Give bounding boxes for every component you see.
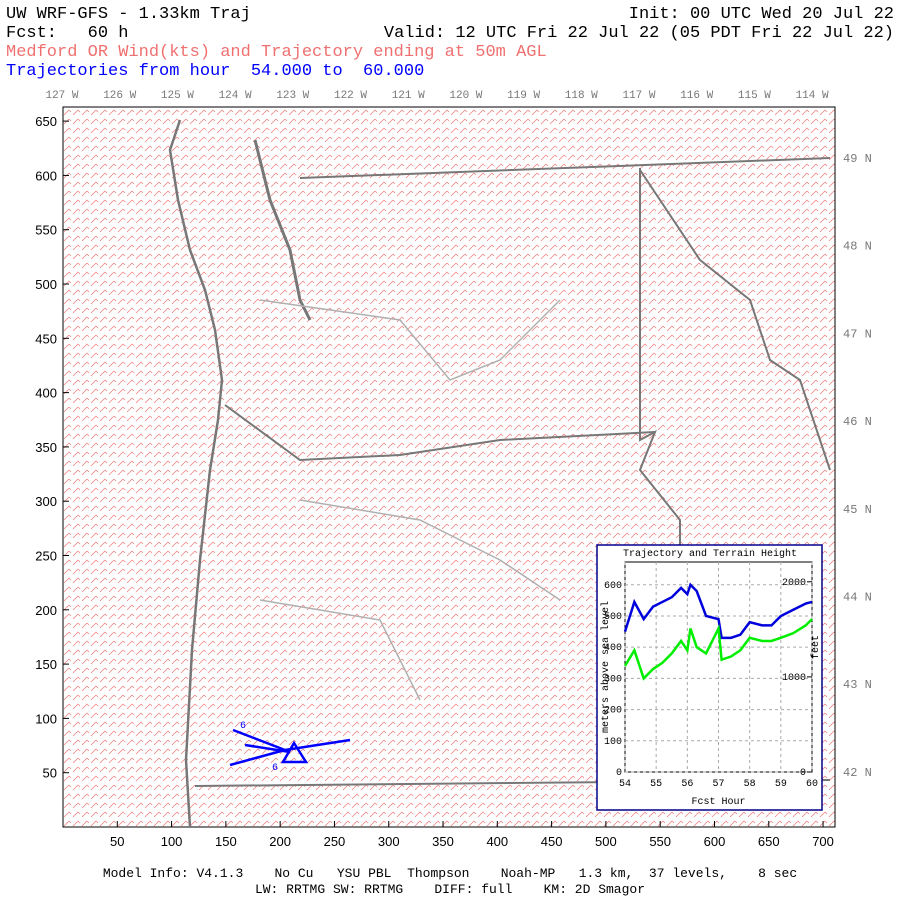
y-tick-label: 200 [604,706,622,717]
longitude-label: 127 W [45,90,78,102]
longitude-label: 125 W [161,90,194,102]
y2-tick-label: 0 [800,768,806,779]
longitude-label: 116 W [680,90,713,102]
longitude-label: 120 W [449,90,482,102]
x-tick-label: 56 [681,779,693,790]
latitude-label: 48 N [843,240,872,254]
x-tick-label: 54 [619,779,631,790]
longitude-label: 121 W [392,90,425,102]
x-tick-label: 57 [712,779,724,790]
trajectory-label: 6 [240,721,246,732]
x-tick-label: 59 [775,779,787,790]
x-tick-label: 200 [269,834,291,849]
series-line [623,582,813,640]
y-axis-label: meters above sea level [600,601,612,733]
x-tick-label: 700 [812,834,834,849]
x-tick-label: 450 [541,834,563,849]
y-tick-label: 500 [35,277,57,292]
trajectory [229,728,351,767]
latitude-label: 42 N [843,766,872,780]
y-tick-label: 450 [35,331,57,346]
x-tick-label: 650 [758,834,780,849]
y-tick-label: 200 [35,603,57,618]
longitude-label: 123 W [276,90,309,102]
forecast: Fcst: 60 h [6,24,128,43]
y-tick-label: 100 [604,737,622,748]
y-tick-label: 300 [604,674,622,685]
y2-tick-label: 2000 [782,578,806,589]
y-tick-label: 350 [35,440,57,455]
x-tick-label: 250 [324,834,346,849]
x-tick-label: 60 [806,779,818,790]
longitude-label: 122 W [334,90,367,102]
longitude-label: 118 W [565,90,598,102]
x-tick-label: 600 [704,834,726,849]
y2-tick-label: 1000 [782,673,806,684]
y-tick-label: 650 [35,114,57,129]
y-tick-label: 400 [604,643,622,654]
init: Init: 00 UTC Wed 20 Jul 22 [629,5,894,24]
y-tick-label: 150 [35,657,57,672]
y-tick-label: 300 [35,494,57,509]
y-tick-label: 50 [43,766,57,781]
longitude-label: 124 W [219,90,252,102]
x-axis-label: Fcst Hour [691,797,745,808]
latitude-label: 49 N [843,152,872,166]
valid: Valid: 12 UTC Fri 22 Jul 22 (05 PDT Fri … [384,24,894,43]
x-tick-label: 500 [595,834,617,849]
y-tick-label: 100 [35,711,57,726]
y-tick-label: 0 [616,768,622,779]
inset-chart: Trajectory and Terrain Height 54 55 56 57 58 5… [596,544,823,811]
trajectory-range: Trajectories from hour 54.000 to 60.000 [6,62,424,81]
y-tick-label: 550 [35,223,57,238]
x-tick-label: 58 [744,779,756,790]
x-tick-label: 50 [110,834,124,849]
y-tick-label: 500 [604,612,622,623]
y-tick-label: 400 [35,386,57,401]
x-tick-label: 350 [432,834,454,849]
latitude-label: 45 N [843,503,872,517]
trajectory-label: 6 [272,763,278,774]
y2-axis-label: feet [810,635,822,659]
x-tick-label: 150 [215,834,237,849]
x-tick-label: 55 [650,779,662,790]
inset-title: Trajectory and Terrain Height [623,548,797,560]
longitude-label: 117 W [622,90,655,102]
latitude-label: 47 N [843,327,872,341]
y-tick-label: 250 [35,549,57,564]
inset-frame [596,544,823,811]
latitude-label: 43 N [843,678,872,692]
longitude-label: 115 W [738,90,771,102]
footer: Model Info: V4.1.3 No Cu YSU PBL Thompso… [103,866,797,881]
footer: LW: RRTMG SW: RRTMG DIFF: full KM: 2D Sm… [255,882,645,897]
longitude-label: 114 W [796,90,829,102]
subtitle: Medford OR Wind(kts) and Trajectory endi… [6,43,547,62]
longitude-label: 119 W [507,90,540,102]
series-line [623,618,813,681]
x-tick-label: 300 [378,834,400,849]
title: UW WRF-GFS - 1.33km Traj [6,5,251,24]
x-tick-label: 100 [161,834,183,849]
latitude-label: 46 N [843,415,872,429]
longitude-label: 126 W [103,90,136,102]
latitude-label: 44 N [843,591,872,605]
x-tick-label: 400 [486,834,508,849]
x-tick-label: 550 [649,834,671,849]
y-tick-label: 600 [35,168,57,183]
y-tick-label: 600 [604,581,622,592]
